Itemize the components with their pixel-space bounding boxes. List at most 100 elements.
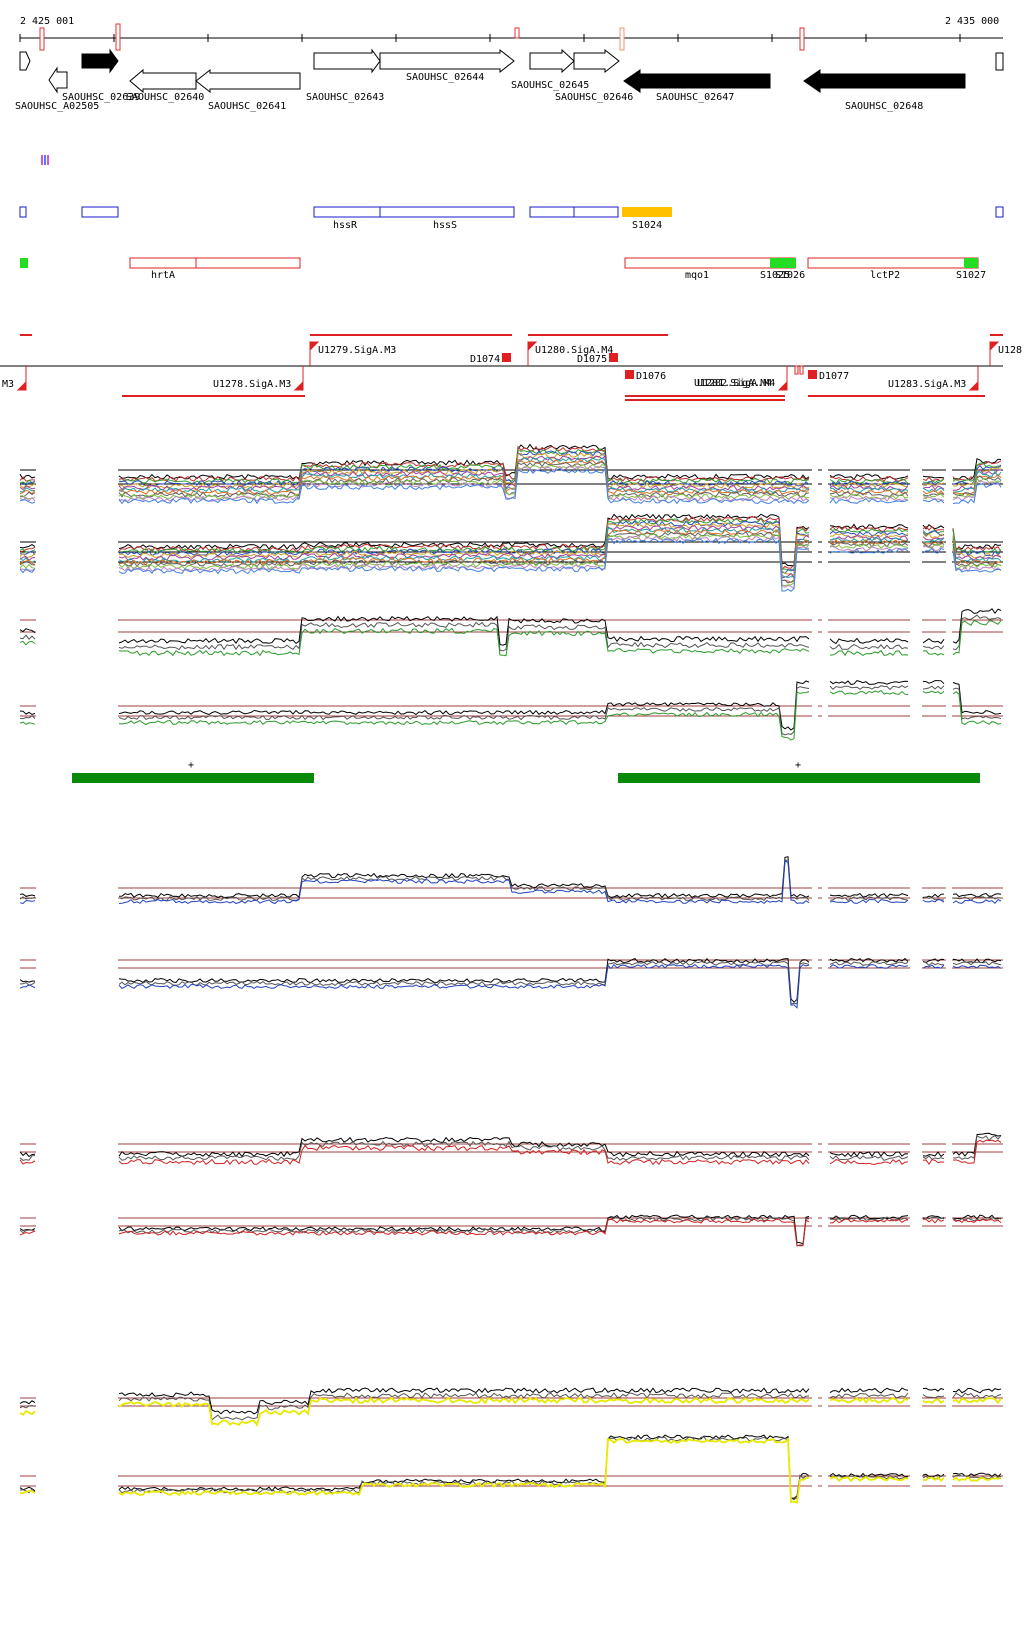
expression-panel	[19, 1162, 1003, 1252]
gene-label: SAOUHSC_02643	[306, 92, 384, 103]
expression-series	[19, 537, 1002, 592]
gap-mask	[946, 650, 952, 740]
upshift-label: U1280.SigA.M4	[535, 345, 613, 356]
gene-arrow[interactable]	[803, 69, 966, 93]
gap-mask	[36, 570, 118, 660]
expression-series	[19, 957, 1002, 1003]
downshift-label: D1074	[470, 354, 500, 365]
upshift-label: M3	[2, 379, 14, 390]
coordinate-ruler: 2 425 001 2 435 000	[19, 16, 1003, 51]
gap-mask	[812, 1422, 818, 1512]
gap-mask	[946, 1422, 952, 1512]
expression-panel	[19, 650, 1003, 741]
upshift-label: U1281.SigA.M4	[694, 378, 772, 389]
expression-series	[19, 620, 1002, 657]
expression-panel	[19, 915, 1003, 1009]
expression-series	[19, 513, 1002, 567]
gap-mask	[910, 570, 922, 660]
shifts-track: M3 U1278.SigA.M3 U1279.SigA.M3 U1280.Sig…	[0, 334, 1022, 401]
gap-mask	[910, 915, 922, 1005]
gene-arrow[interactable]	[379, 48, 515, 74]
srna-label: S1027	[956, 270, 986, 281]
gap-mask	[36, 830, 118, 920]
gene-arrow[interactable]	[19, 51, 31, 71]
cds-track: hssR hssS S1024	[19, 206, 1004, 231]
gene-name-label: hrtA	[151, 270, 175, 281]
expression-series	[19, 524, 1002, 580]
expression-series	[19, 1139, 1002, 1166]
expression-series	[19, 467, 1002, 505]
expression-panel	[19, 490, 1003, 592]
expression-series	[19, 614, 1002, 652]
gap-mask	[812, 490, 818, 580]
segment-mark: +	[188, 760, 194, 771]
segment-track: + +	[72, 760, 980, 783]
gene-arrow[interactable]	[48, 66, 68, 94]
gap-mask	[910, 1422, 922, 1512]
expression-series	[19, 1132, 1002, 1158]
gap-mask	[910, 420, 922, 510]
gene-arrow[interactable]	[623, 69, 771, 93]
gap-mask	[812, 1090, 818, 1180]
gene-arrow[interactable]	[995, 52, 1004, 71]
gene-label: SAOUHSC_02639	[62, 92, 140, 103]
expression-series	[19, 689, 1002, 741]
ruler-end-label: 2 435 000	[945, 16, 999, 27]
gap-mask	[946, 830, 952, 920]
gap-mask	[812, 420, 818, 510]
gene-arrow[interactable]	[313, 48, 381, 74]
gap-mask	[910, 1340, 922, 1430]
gap-mask	[822, 1340, 828, 1430]
gene-arrow[interactable]	[195, 68, 301, 94]
gap-mask	[36, 1422, 118, 1512]
gene-arrow[interactable]	[81, 48, 119, 74]
downshift-label: D1075	[577, 354, 607, 365]
expression-series	[19, 533, 1002, 587]
gap-mask	[822, 1090, 828, 1180]
gene-label: SAOUHSC_02641	[208, 101, 286, 112]
expression-series	[19, 1218, 1002, 1247]
ruler-start-label: 2 425 001	[20, 16, 74, 27]
expression-panel	[19, 570, 1003, 660]
gene-arrow[interactable]	[573, 48, 620, 74]
gap-mask	[36, 915, 118, 1005]
gap-mask	[910, 1090, 922, 1180]
expression-series	[19, 517, 1002, 572]
gap-mask	[822, 490, 828, 580]
srna-label: S1025	[760, 270, 790, 281]
gap-mask	[36, 1162, 118, 1252]
gene-arrow[interactable]	[529, 48, 575, 74]
gap-mask	[822, 915, 828, 1005]
gap-mask	[812, 570, 818, 660]
expression-series	[19, 856, 1002, 899]
gene-name-label: mqo1	[685, 270, 709, 281]
upshift-label: U1282.SigA.M4	[697, 378, 775, 389]
gap-mask	[812, 830, 818, 920]
gap-mask	[812, 915, 818, 1005]
gap-mask	[946, 420, 952, 510]
downshift-label: D1076	[636, 371, 666, 382]
gap-mask	[946, 570, 952, 660]
gap-mask	[910, 650, 922, 740]
gene-label: SAOUHSC_02644	[406, 72, 484, 83]
gap-mask	[946, 915, 952, 1005]
gap-mask	[946, 1340, 952, 1430]
gene-name-label: lctP2	[870, 270, 900, 281]
gap-mask	[946, 1162, 952, 1252]
expression-series	[19, 1437, 1002, 1504]
gap-mask	[822, 420, 828, 510]
upshift-label: U1279.SigA.M3	[318, 345, 396, 356]
gene-label: SAOUHSC_02645	[511, 80, 589, 91]
segment-mark: +	[795, 760, 801, 771]
gap-mask	[910, 1162, 922, 1252]
expression-series	[19, 443, 1002, 481]
expression-series	[19, 516, 1002, 571]
expression-series	[19, 445, 1002, 483]
gap-mask	[946, 490, 952, 580]
gap-mask	[36, 650, 118, 740]
expression-series	[19, 1396, 1002, 1427]
gene-arrow[interactable]	[129, 68, 197, 94]
gene-label: SAOUHSC_A02505	[15, 101, 99, 112]
expression-series	[19, 458, 1002, 496]
expression-series	[19, 1214, 1002, 1245]
